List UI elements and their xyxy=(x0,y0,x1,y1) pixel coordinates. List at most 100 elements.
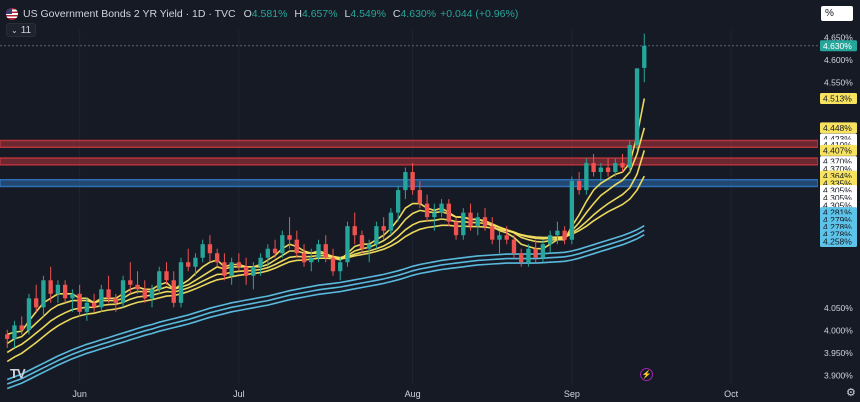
candle-body xyxy=(19,325,24,330)
price-label-box xyxy=(820,235,857,247)
candle-body xyxy=(34,298,39,308)
candle-body xyxy=(482,217,488,227)
chart-header: US Government Bonds 2 YR Yield · 1D · TV… xyxy=(6,6,518,22)
candle-body xyxy=(26,298,32,330)
price-label-text: 4.335% xyxy=(823,178,852,188)
candle-body xyxy=(439,203,444,213)
chevron-down-icon: ⌄ xyxy=(11,25,18,35)
gear-icon[interactable]: ⚙ xyxy=(846,387,856,399)
candle-body xyxy=(207,244,213,254)
moving-average-line xyxy=(6,225,645,381)
candle-body xyxy=(352,226,357,236)
price-label-text: 4.630% xyxy=(823,41,852,51)
candle-body xyxy=(367,244,372,249)
candle-body xyxy=(128,280,133,285)
candle-body xyxy=(135,284,140,290)
price-label-text: 4.278% xyxy=(823,229,852,239)
candle-body xyxy=(41,280,46,308)
time-axis-label: Oct xyxy=(724,389,739,399)
price-label-text: 4.364% xyxy=(823,171,852,181)
candle-body xyxy=(613,163,618,173)
candle-body xyxy=(533,248,538,258)
candle-body xyxy=(99,289,104,308)
candle-body xyxy=(243,266,249,276)
percent-scale-button[interactable]: % xyxy=(821,6,853,21)
price-tick-label: 4.050% xyxy=(824,303,853,313)
lightning-icon[interactable]: ⚡ xyxy=(640,368,653,381)
candle-body xyxy=(222,262,227,276)
candle-body xyxy=(171,280,176,303)
change-value: +0.044 (+0.96%) xyxy=(440,8,519,20)
candle-body xyxy=(200,244,205,258)
candle-body xyxy=(294,239,299,254)
price-label-box xyxy=(820,144,857,156)
candle-body xyxy=(265,248,271,258)
low-value: 4.549% xyxy=(350,8,386,20)
candle-body xyxy=(251,266,256,276)
candle-body xyxy=(497,235,502,240)
price-tick-label: 4.650% xyxy=(824,32,853,42)
candle-body xyxy=(309,257,314,263)
candle-body xyxy=(84,302,90,312)
moving-average-line xyxy=(6,175,646,363)
candle-body xyxy=(272,248,278,254)
candle-body xyxy=(598,167,604,173)
candle-body xyxy=(62,284,68,299)
zone-band xyxy=(0,157,819,166)
candle-body xyxy=(338,262,343,272)
candle-body xyxy=(562,230,567,240)
candle-body xyxy=(186,262,191,267)
candle-body xyxy=(345,226,350,263)
candle-body xyxy=(48,280,53,294)
candle-body xyxy=(388,212,394,231)
candle-body xyxy=(178,262,184,303)
indicators-count: 11 xyxy=(20,24,32,36)
us-flag-icon xyxy=(6,8,18,20)
high-key: H xyxy=(294,8,302,20)
price-label-box xyxy=(820,40,857,52)
ohlc-values: O4.581% H4.657% L4.549% C4.630% xyxy=(244,8,440,20)
candle-body xyxy=(453,221,459,236)
price-label-box xyxy=(820,93,857,105)
candle-body xyxy=(330,257,336,272)
time-axis-label: Jun xyxy=(72,389,87,399)
low-key: L xyxy=(344,8,351,20)
candle-body xyxy=(576,181,582,191)
price-tick-label: 4.550% xyxy=(824,77,853,87)
candle-body xyxy=(410,172,415,191)
candle-body xyxy=(540,244,546,258)
tradingview-logo[interactable]: TV xyxy=(10,366,26,381)
candle-body xyxy=(258,257,263,267)
candle-body xyxy=(374,226,379,245)
candle-body xyxy=(70,293,75,299)
candle-body xyxy=(490,226,495,240)
candle-body xyxy=(301,253,307,263)
price-label-text: 4.448% xyxy=(823,123,852,133)
candle-body xyxy=(424,203,430,218)
candle-body xyxy=(468,212,473,227)
price-label-box xyxy=(820,122,857,134)
price-label-text: 4.407% xyxy=(823,145,852,155)
price-label-text: 4.279% xyxy=(823,215,852,225)
high-value: 4.657% xyxy=(301,8,338,20)
candle-body xyxy=(381,226,386,231)
candle-body xyxy=(432,212,437,218)
candle-body xyxy=(55,284,61,294)
price-label-text: 4.305% xyxy=(823,193,852,203)
price-label-text: 4.258% xyxy=(823,236,852,246)
symbol-title[interactable]: US Government Bonds 2 YR Yield · 1D · TV… xyxy=(23,8,236,20)
price-label-text: 4.513% xyxy=(823,94,852,104)
indicators-toggle[interactable]: ⌄ 11 xyxy=(6,23,37,37)
candle-body xyxy=(164,271,169,281)
candle-body xyxy=(642,45,647,68)
candle-body xyxy=(511,239,517,254)
candle-body xyxy=(323,244,328,258)
candle-body xyxy=(359,235,365,249)
zone-band xyxy=(0,139,819,148)
candle-body xyxy=(149,289,155,299)
candle-body xyxy=(461,212,466,236)
candle-body xyxy=(193,257,198,267)
candle-body xyxy=(620,163,625,168)
candle-body xyxy=(584,163,589,191)
